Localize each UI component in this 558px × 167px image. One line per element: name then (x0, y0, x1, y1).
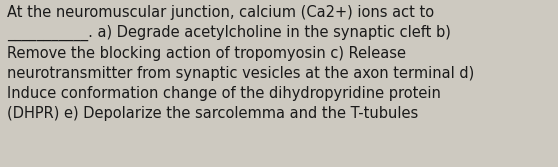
Text: At the neuromuscular junction, calcium (Ca2+) ions act to
___________. a) Degrad: At the neuromuscular junction, calcium (… (7, 5, 474, 121)
